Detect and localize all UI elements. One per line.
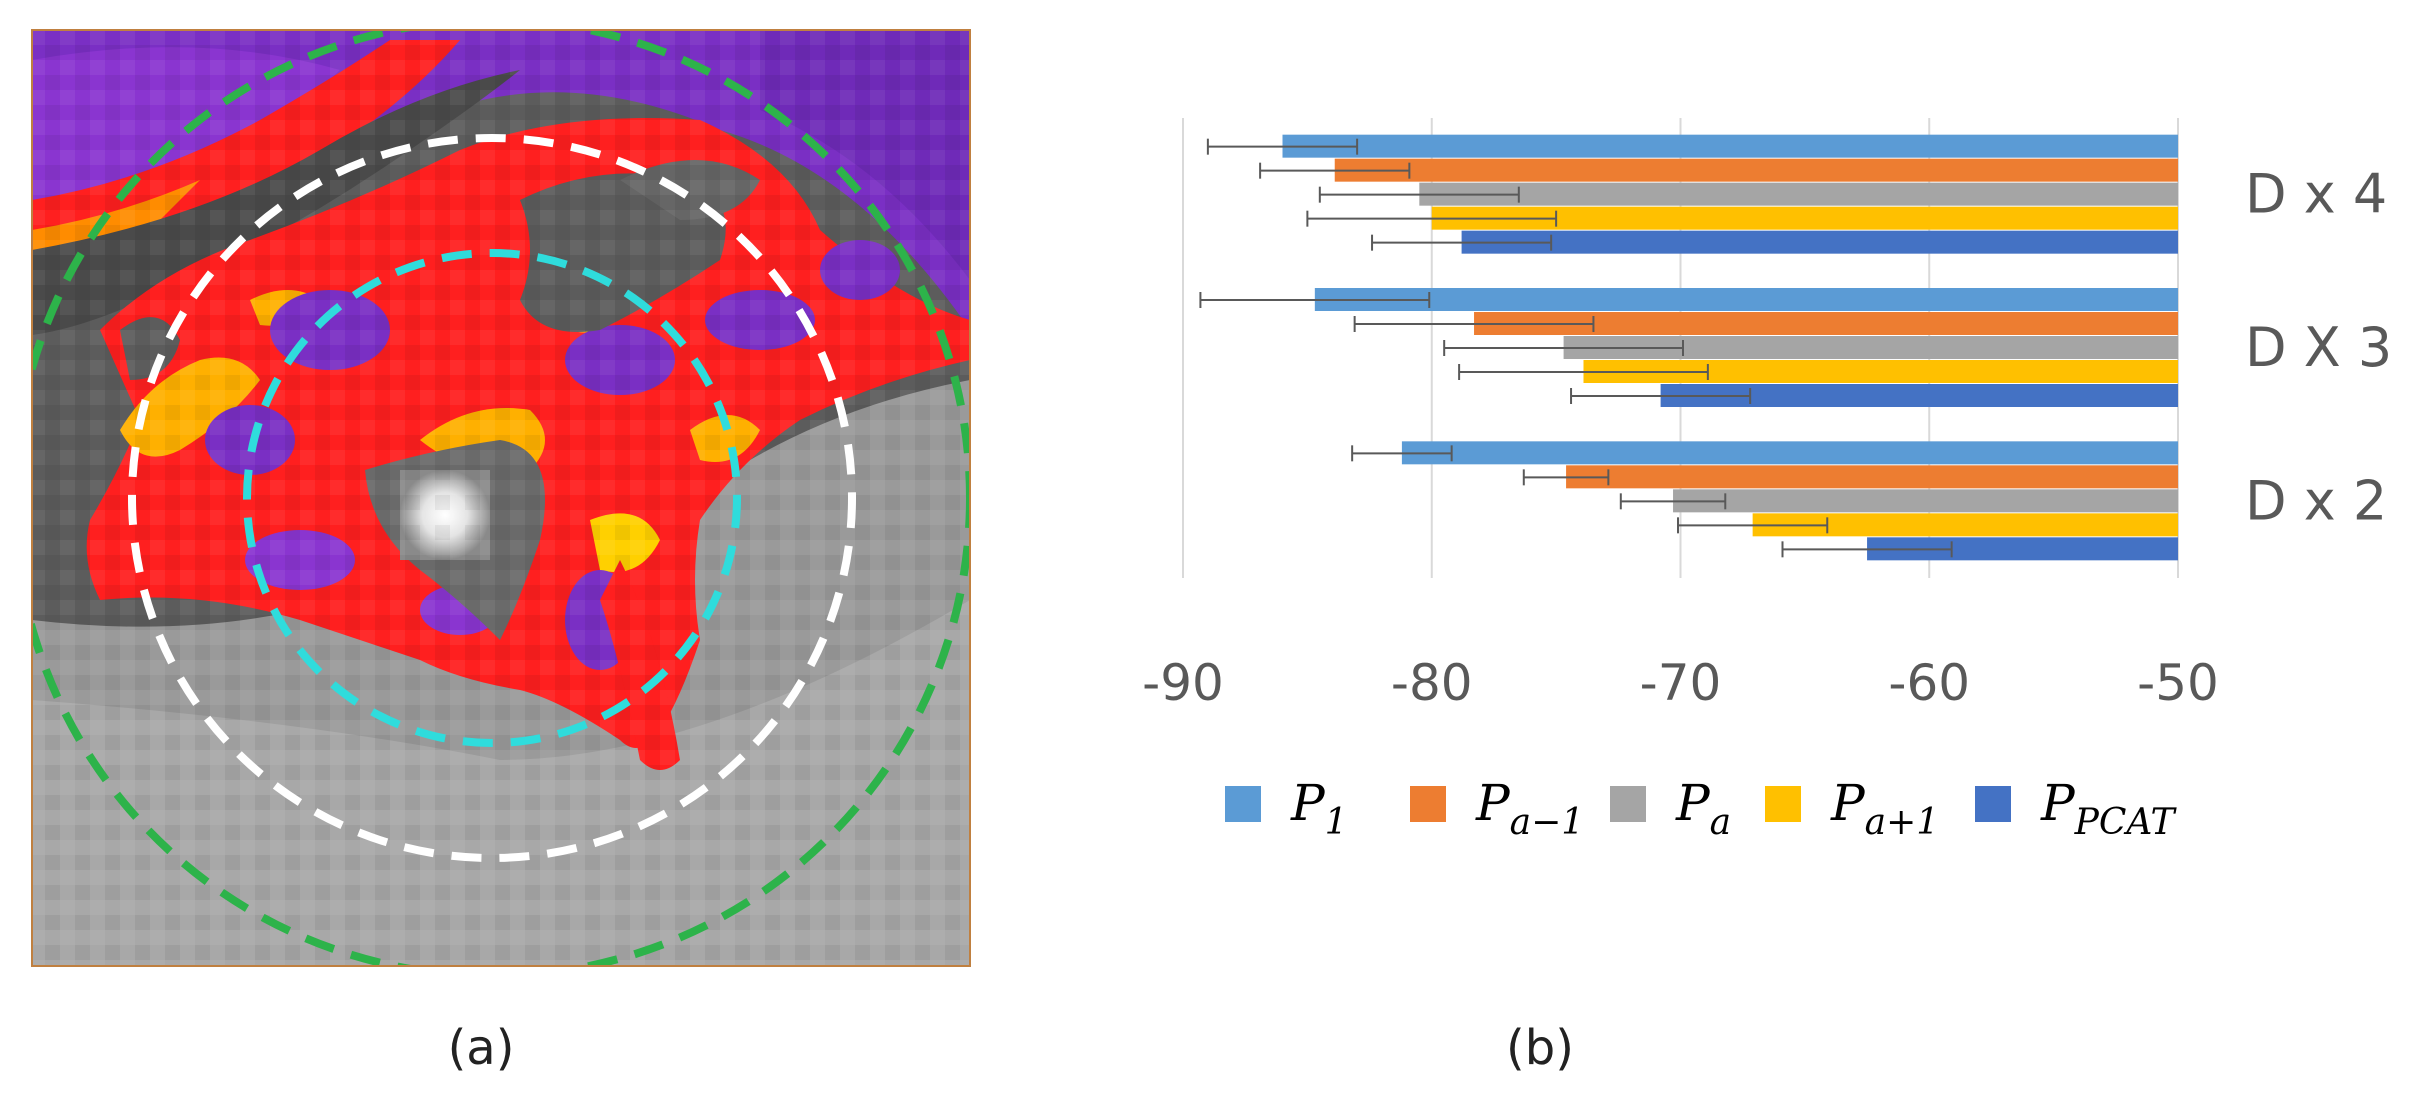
bar bbox=[1563, 336, 2178, 359]
x-tick-label: -90 bbox=[1142, 654, 1224, 712]
bar bbox=[1334, 158, 2178, 182]
bar bbox=[1867, 537, 2178, 561]
bar bbox=[1461, 230, 2178, 254]
legend-label: Pa bbox=[1675, 774, 1731, 843]
legend-label: PPCAT bbox=[2040, 774, 2177, 843]
category-label: D x 2 bbox=[2245, 469, 2387, 532]
category-label: D X 3 bbox=[2245, 316, 2392, 379]
bar bbox=[1401, 441, 2178, 465]
bar bbox=[1583, 360, 2178, 383]
bar bbox=[1431, 206, 2178, 230]
legend-label: Pa−1 bbox=[1475, 774, 1584, 843]
category-label: D x 4 bbox=[2245, 163, 2387, 226]
panel-a bbox=[0, 0, 1000, 1116]
ct-heatmap-image bbox=[31, 29, 971, 967]
legend-label: Pa+1 bbox=[1830, 774, 1939, 843]
legend-swatch bbox=[1225, 786, 1261, 822]
legend-swatch bbox=[1410, 786, 1446, 822]
x-tick-label: -80 bbox=[1391, 654, 1473, 712]
bar bbox=[1474, 312, 2178, 335]
panel-b: -90 -80 -70 -60 -50 D x 4 D X 3 D x 2 P1 Pa−1 Pa Pa… bbox=[1000, 0, 2420, 1116]
x-tick-label: -50 bbox=[2137, 654, 2219, 712]
bar bbox=[1314, 288, 2178, 311]
bar bbox=[1752, 513, 2178, 537]
caption-b: (b) bbox=[1506, 1020, 1574, 1076]
bar bbox=[1673, 489, 2178, 513]
caption-a: (a) bbox=[447, 1020, 515, 1076]
legend-swatch bbox=[1610, 786, 1646, 822]
bar bbox=[1419, 182, 2178, 206]
x-tick-label: -60 bbox=[1888, 654, 1970, 712]
legend-label: P1 bbox=[1290, 774, 1348, 843]
legend-swatch bbox=[1765, 786, 1801, 822]
bar bbox=[1282, 134, 2178, 158]
bar-chart: -90 -80 -70 -60 -50 D x 4 D X 3 D x 2 P1 Pa−1 Pa Pa… bbox=[1142, 118, 2392, 843]
bar bbox=[1566, 465, 2178, 489]
bar bbox=[1660, 384, 2178, 407]
legend-swatch bbox=[1975, 786, 2011, 822]
x-tick-label: -70 bbox=[1640, 654, 1722, 712]
